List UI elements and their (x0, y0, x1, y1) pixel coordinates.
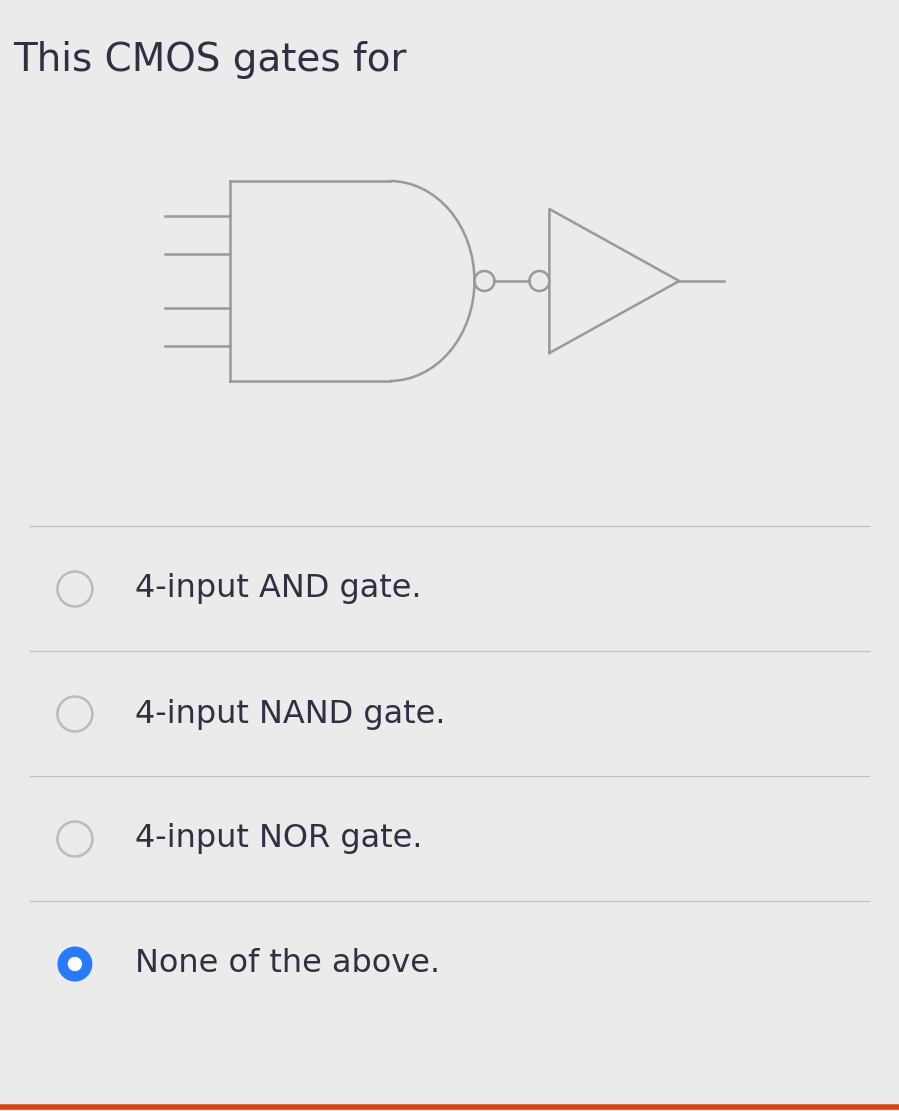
Text: 4-input AND gate.: 4-input AND gate. (135, 573, 422, 604)
Text: 4-input NOR gate.: 4-input NOR gate. (135, 823, 423, 854)
Circle shape (58, 947, 93, 981)
Circle shape (58, 821, 93, 857)
Text: 4-input NAND gate.: 4-input NAND gate. (135, 699, 445, 730)
Text: This CMOS gates for: This CMOS gates for (13, 41, 406, 79)
Text: None of the above.: None of the above. (135, 949, 440, 980)
Circle shape (67, 957, 82, 971)
Circle shape (58, 571, 93, 607)
Circle shape (58, 697, 93, 731)
